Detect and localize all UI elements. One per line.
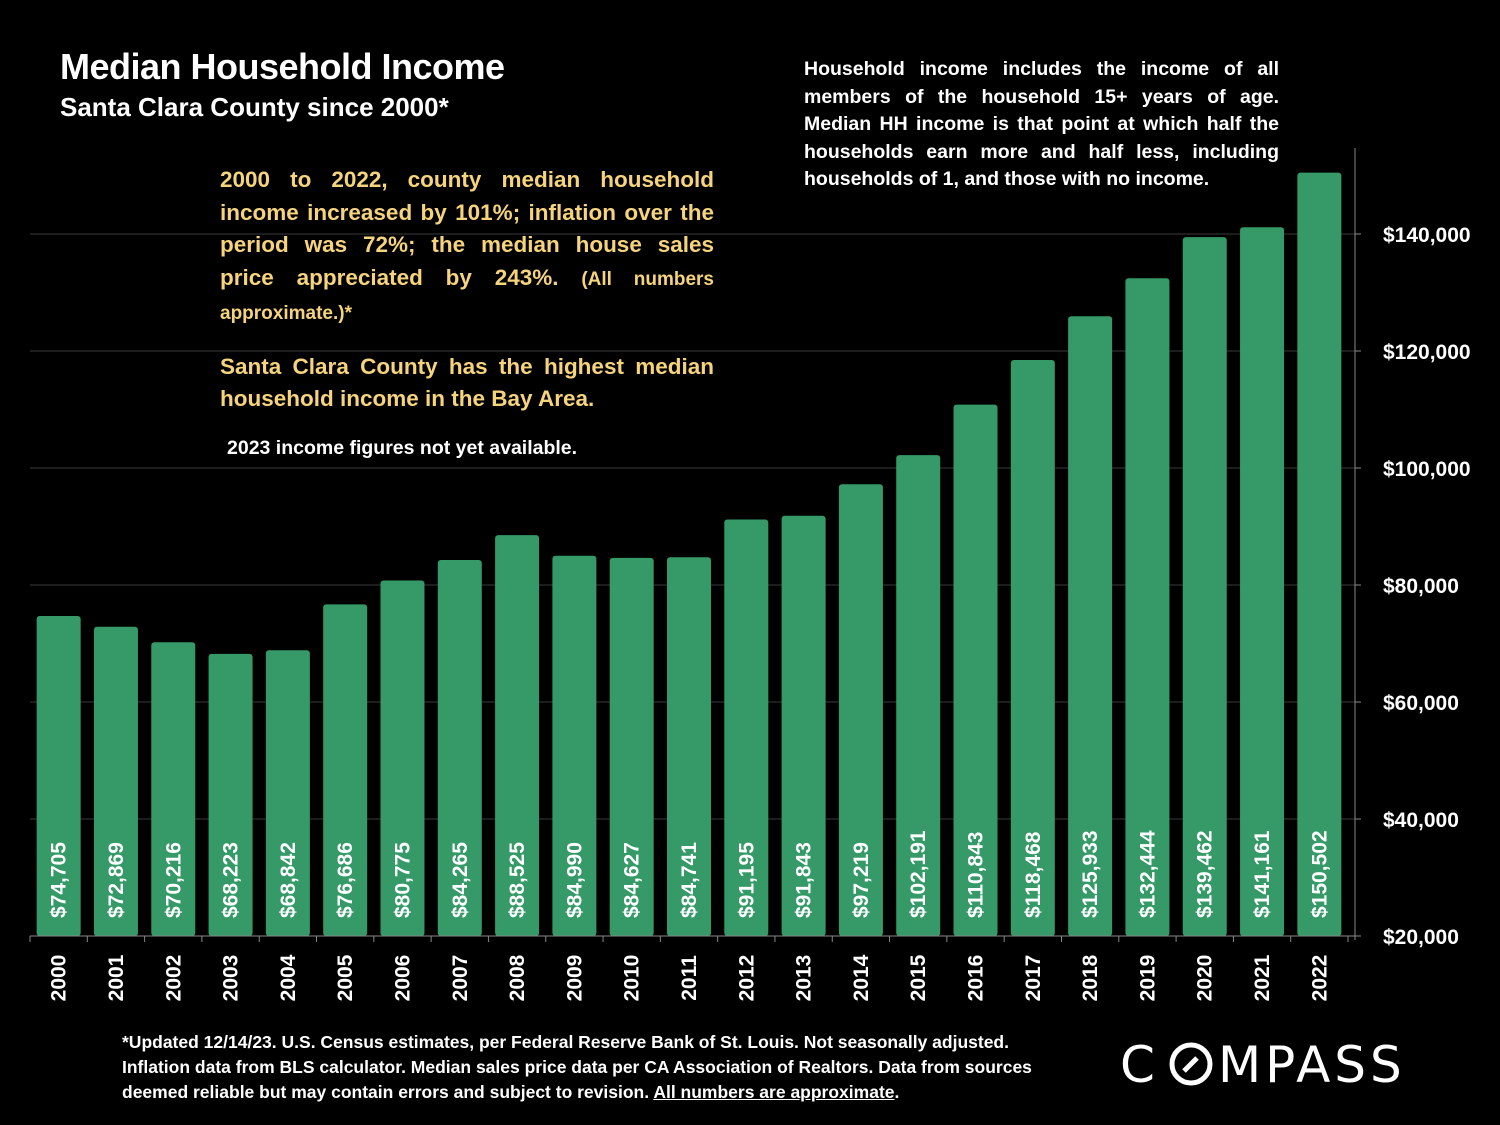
highest-income-note: Santa Clara County has the highest media… xyxy=(220,353,714,412)
summary-note: 2000 to 2022, county median household in… xyxy=(220,164,714,436)
bar xyxy=(36,615,81,936)
bar xyxy=(781,515,826,936)
axes: $20,000 $40,000 $60,000 $80,000 $100,000 $120… xyxy=(29,148,1471,1002)
bar-value-label: $84,627 xyxy=(621,842,644,918)
bar-value-label: $97,219 xyxy=(850,842,873,918)
compass-logo: C MPASS xyxy=(1120,1035,1450,1100)
bar xyxy=(265,650,310,936)
x-tick-label: 2011 xyxy=(678,955,701,1001)
y-tick-label: $40,000 xyxy=(1383,809,1459,832)
bar xyxy=(724,519,769,936)
bar-value-label: $132,444 xyxy=(1136,830,1159,918)
bar xyxy=(1068,316,1113,936)
x-tick-label: 2020 xyxy=(1194,955,1217,1002)
bar xyxy=(1240,227,1285,937)
y-tick-label: $80,000 xyxy=(1383,575,1459,598)
bar-value-label: $76,686 xyxy=(334,842,357,918)
x-tick-label: 2007 xyxy=(449,955,472,1002)
approximate-link[interactable]: All numbers are approximate xyxy=(653,1082,895,1102)
bar-value-label: $84,990 xyxy=(563,842,586,918)
x-tick-label: 2021 xyxy=(1251,954,1274,1001)
svg-text:MPASS: MPASS xyxy=(1218,1036,1406,1094)
x-tick-label: 2002 xyxy=(162,955,185,1002)
bar xyxy=(93,626,138,936)
x-tick-label: 2001 xyxy=(105,954,128,1001)
x-tick-label: 2016 xyxy=(965,955,988,1002)
footer-text: *Updated 12/14/23. U.S. Census estimates… xyxy=(122,1032,1032,1102)
x-tick-label: 2013 xyxy=(793,955,816,1002)
bar-value-label: $110,843 xyxy=(965,832,988,918)
x-tick-label: 2003 xyxy=(220,955,243,1002)
y-tick-label: $120,000 xyxy=(1383,341,1471,364)
x-tick-label: 2009 xyxy=(563,955,586,1002)
chart-subtitle: Santa Clara County since 2000* xyxy=(60,92,449,122)
bar xyxy=(953,404,998,936)
bar xyxy=(896,455,941,936)
bar xyxy=(495,535,540,936)
x-tick-label: 2005 xyxy=(334,954,357,1001)
x-tick-label: 2018 xyxy=(1079,954,1102,1001)
bar xyxy=(380,580,425,936)
bar-value-label: $84,265 xyxy=(449,842,472,918)
bar-value-label: $139,462 xyxy=(1194,830,1217,918)
bars: $74,705 $72,869 $70,216 $68,223 $68,842 $76,6… xyxy=(36,172,1342,937)
y-tick-label: $60,000 xyxy=(1383,692,1459,715)
x-tick-label: 2004 xyxy=(277,954,300,1001)
x-tick-label: 2015 xyxy=(907,954,930,1001)
bar xyxy=(437,560,482,936)
bar-value-label: $70,216 xyxy=(162,842,185,918)
x-tick-label: 2017 xyxy=(1022,955,1045,1002)
x-tick-label: 2008 xyxy=(506,954,529,1001)
bar xyxy=(667,557,711,936)
summary-main: 2000 to 2022, county median household in… xyxy=(220,167,714,290)
bar xyxy=(323,604,368,936)
y-tick-label: $100,000 xyxy=(1383,458,1471,481)
bar-value-label: $91,195 xyxy=(735,842,758,918)
x-tick-label: 2006 xyxy=(391,955,414,1002)
summary-small: (All numbers approximate.)* xyxy=(220,268,714,325)
bar-value-label: $91,843 xyxy=(793,842,816,918)
x-tick-label: 2019 xyxy=(1136,955,1159,1002)
bar-value-label: $125,933 xyxy=(1079,830,1102,918)
x-tick-label: 2000 xyxy=(48,955,71,1002)
svg-text:C: C xyxy=(1120,1036,1161,1094)
bar xyxy=(1125,278,1170,936)
bar-value-label: $88,525 xyxy=(506,842,529,918)
bar-value-label: $68,223 xyxy=(220,842,243,918)
bar xyxy=(151,642,196,936)
x-tick-label: 2012 xyxy=(735,955,758,1002)
x-tick-label: 2022 xyxy=(1308,955,1331,1002)
bar-value-label: $150,502 xyxy=(1308,830,1331,918)
bar-value-label: $68,842 xyxy=(277,842,300,918)
bar xyxy=(838,484,883,936)
bar-value-label: $118,468 xyxy=(1022,831,1045,918)
chart-title: Median Household Income xyxy=(60,46,505,87)
bar-value-label: $72,869 xyxy=(105,842,128,918)
definition-note: Household income includes the income of … xyxy=(804,58,1279,190)
bar xyxy=(1010,359,1055,937)
bar xyxy=(552,555,597,936)
footer-note: *Updated 12/14/23. U.S. Census estimates… xyxy=(122,1030,1072,1105)
bar xyxy=(1182,237,1227,937)
y-tick-label: $140,000 xyxy=(1383,224,1471,247)
bar-value-label: $141,161 xyxy=(1251,830,1274,918)
x-tick-label: 2014 xyxy=(850,954,873,1001)
x-tick-label: 2010 xyxy=(621,955,644,1002)
availability-note: 2023 income figures not yet available. xyxy=(227,437,578,459)
bar xyxy=(609,557,654,936)
bar-value-label: $80,775 xyxy=(391,842,414,918)
bar xyxy=(208,653,253,936)
bar-value-label: $102,191 xyxy=(907,830,930,918)
footer-end: . xyxy=(894,1082,900,1102)
bar-value-label: $84,741 xyxy=(678,842,701,918)
bar xyxy=(1297,172,1342,936)
bar-value-label: $74,705 xyxy=(48,842,71,918)
y-tick-label: $20,000 xyxy=(1383,926,1459,949)
